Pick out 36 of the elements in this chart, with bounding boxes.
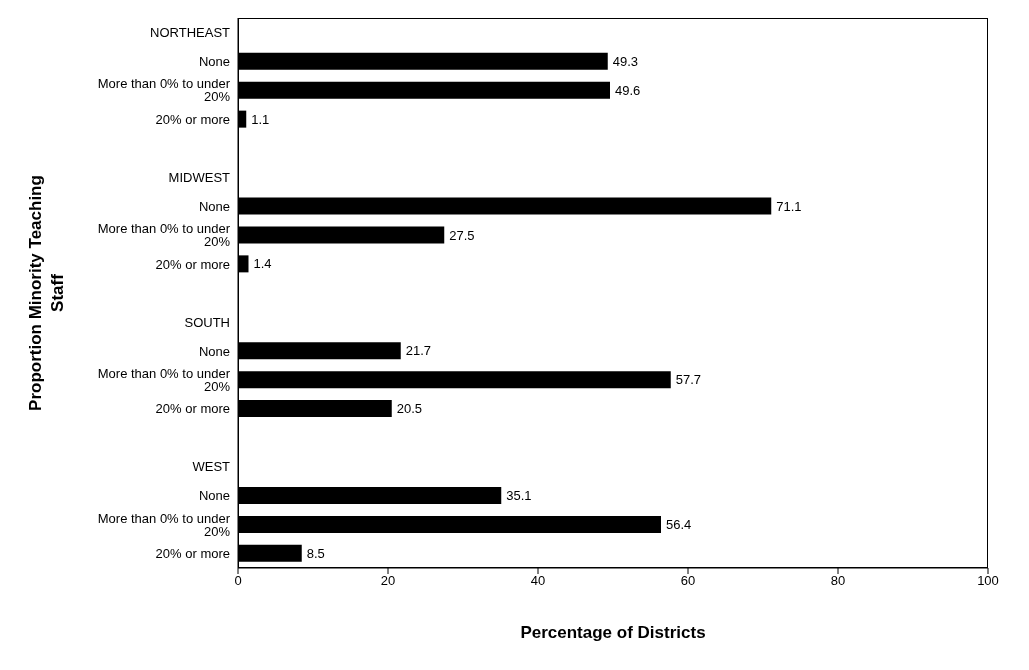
x-tick-label: 0 — [234, 573, 242, 589]
y-tick-label: SOUTH — [184, 314, 230, 330]
data-label: 56.4 — [666, 517, 692, 533]
y-axis-title: Proportion Minority Teaching Staff — [25, 174, 68, 413]
data-label: 27.5 — [449, 227, 475, 243]
x-axis-title: Percentage of Districts — [520, 623, 706, 642]
data-label: 35.1 — [506, 488, 532, 504]
y-tick-label: More than 0% to under 20% — [97, 365, 231, 394]
x-tick-label: 60 — [680, 573, 696, 589]
y-tick-label: More than 0% to under 20% — [97, 221, 231, 250]
y-tick-label: NORTHEAST — [150, 25, 231, 41]
y-tick-label: None — [198, 343, 230, 359]
y-tick-label: MIDWEST — [168, 169, 231, 185]
y-tick-label: None — [198, 54, 230, 70]
y-tick-label: 20% or more — [155, 256, 230, 272]
x-tick-label: 100 — [977, 573, 999, 589]
y-tick-label: None — [198, 488, 230, 504]
x-tick-label: 40 — [530, 573, 546, 589]
data-label: 57.7 — [675, 372, 702, 388]
x-tick-label: 80 — [830, 573, 846, 589]
y-tick-label: WEST — [192, 459, 231, 475]
data-label: 1.4 — [253, 256, 272, 272]
data-label: 8.5 — [306, 545, 325, 561]
y-tick-label: More than 0% to under 20% — [97, 76, 231, 105]
y-tick-label: 20% or more — [155, 401, 230, 417]
data-label: 20.5 — [396, 401, 423, 417]
y-tick-label: 20% or more — [155, 111, 230, 127]
data-label: 49.6 — [615, 82, 641, 98]
y-tick-label: 20% or more — [155, 546, 230, 562]
y-tick-label: More than 0% to under 20% — [97, 510, 231, 539]
y-tick-label: None — [198, 198, 230, 214]
data-label: 49.3 — [612, 53, 639, 69]
data-label: 21.7 — [405, 343, 432, 359]
data-label: 71.1 — [776, 198, 802, 214]
data-label: 1.1 — [251, 111, 270, 127]
x-tick-label: 20 — [380, 573, 396, 589]
